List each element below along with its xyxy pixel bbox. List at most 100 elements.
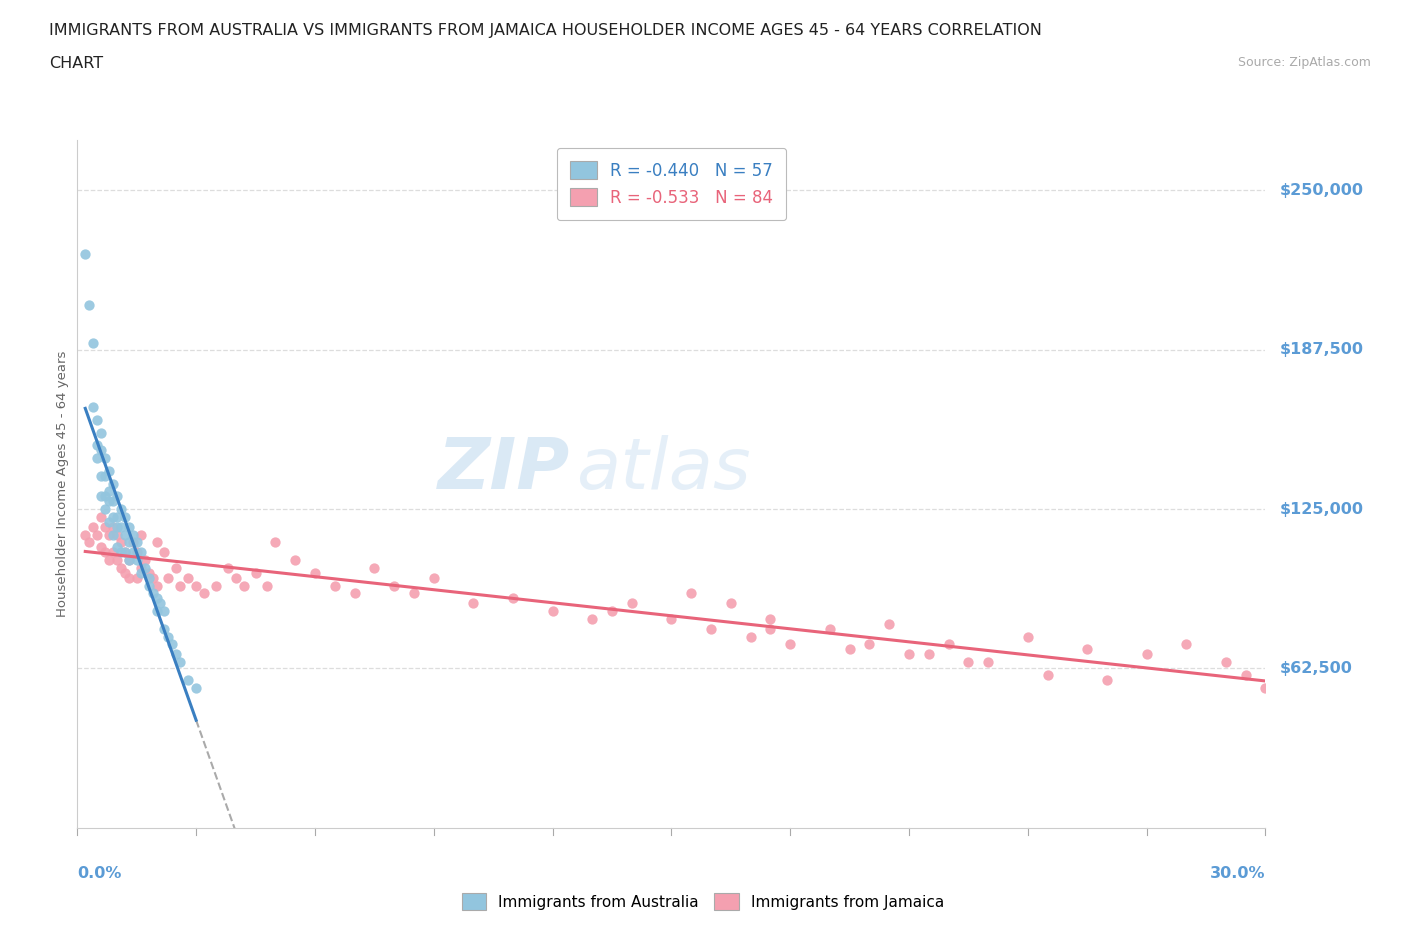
Point (661, 611, 683, 626)
Point (121, 545, 143, 560)
Point (1215, 655, 1237, 670)
Point (153, 621, 176, 636)
Point (101, 520, 124, 535)
Point (90, 510, 112, 525)
Point (169, 655, 191, 670)
Point (129, 560, 152, 575)
Point (94, 489, 117, 504)
Point (1017, 629, 1039, 644)
Text: $187,500: $187,500 (1279, 342, 1364, 357)
Point (620, 596, 643, 611)
Point (463, 596, 485, 611)
Point (101, 510, 124, 525)
Point (114, 545, 136, 560)
Point (323, 578, 346, 593)
Point (581, 611, 603, 626)
Point (225, 570, 247, 585)
Point (205, 578, 228, 593)
Point (877, 617, 900, 631)
Legend: R = -0.440   N = 57, R = -0.533   N = 84: R = -0.440 N = 57, R = -0.533 N = 84 (557, 148, 786, 220)
Point (541, 604, 564, 618)
Point (134, 552, 156, 567)
Point (600, 604, 623, 618)
Point (1175, 637, 1198, 652)
Point (105, 510, 128, 525)
Text: IMMIGRANTS FROM AUSTRALIA VS IMMIGRANTS FROM JAMAICA HOUSEHOLDER INCOME AGES 45 : IMMIGRANTS FROM AUSTRALIA VS IMMIGRANTS … (49, 23, 1042, 38)
Point (153, 545, 176, 560)
Point (94, 501, 117, 516)
Point (977, 655, 1000, 670)
Point (90, 425, 112, 440)
Point (245, 565, 267, 580)
Point (114, 545, 136, 560)
Point (165, 560, 187, 575)
Point (101, 545, 124, 560)
Point (1036, 668, 1059, 683)
Point (86, 451, 108, 466)
Point (264, 535, 287, 550)
Point (681, 586, 703, 601)
Text: $250,000: $250,000 (1279, 183, 1364, 198)
Point (898, 647, 921, 662)
Point (134, 560, 156, 575)
Point (101, 476, 124, 491)
Point (98, 514, 121, 529)
Point (110, 520, 132, 535)
Point (423, 570, 446, 585)
Point (145, 578, 167, 593)
Point (110, 501, 132, 516)
Point (82, 336, 104, 351)
Point (118, 552, 141, 567)
Point (82, 520, 104, 535)
Point (157, 629, 180, 644)
Point (98, 494, 121, 509)
Point (129, 565, 152, 580)
Point (256, 578, 278, 593)
Point (94, 520, 117, 535)
Point (740, 629, 762, 644)
Point (938, 637, 960, 652)
Point (101, 527, 124, 542)
Point (114, 527, 136, 542)
Point (217, 560, 239, 575)
Point (75, 246, 97, 261)
Point (86, 438, 108, 453)
Point (86, 412, 108, 427)
Point (94, 545, 117, 560)
Point (957, 655, 980, 670)
Point (110, 535, 132, 550)
Point (402, 586, 425, 601)
Point (818, 621, 841, 636)
Point (153, 604, 176, 618)
Text: atlas: atlas (576, 435, 751, 504)
Point (700, 621, 723, 636)
Point (105, 540, 128, 555)
Point (177, 672, 200, 687)
Point (382, 578, 405, 593)
Point (121, 535, 143, 550)
Point (129, 527, 152, 542)
Point (98, 527, 121, 542)
Point (838, 642, 860, 657)
Point (502, 591, 524, 605)
Point (105, 527, 128, 542)
Point (304, 565, 326, 580)
Point (720, 596, 742, 611)
Point (118, 570, 141, 585)
Point (77, 535, 100, 550)
Text: $125,000: $125,000 (1279, 501, 1364, 516)
Point (94, 469, 117, 484)
Point (94, 451, 117, 466)
Point (177, 570, 200, 585)
Point (343, 586, 366, 601)
Point (138, 570, 160, 585)
Point (90, 469, 112, 484)
Point (105, 489, 128, 504)
Point (145, 604, 167, 618)
Point (169, 578, 191, 593)
Point (1076, 642, 1098, 657)
Point (138, 565, 160, 580)
Point (90, 540, 112, 555)
Text: CHART: CHART (49, 56, 103, 71)
Legend: Immigrants from Australia, Immigrants from Jamaica: Immigrants from Australia, Immigrants fr… (454, 885, 952, 918)
